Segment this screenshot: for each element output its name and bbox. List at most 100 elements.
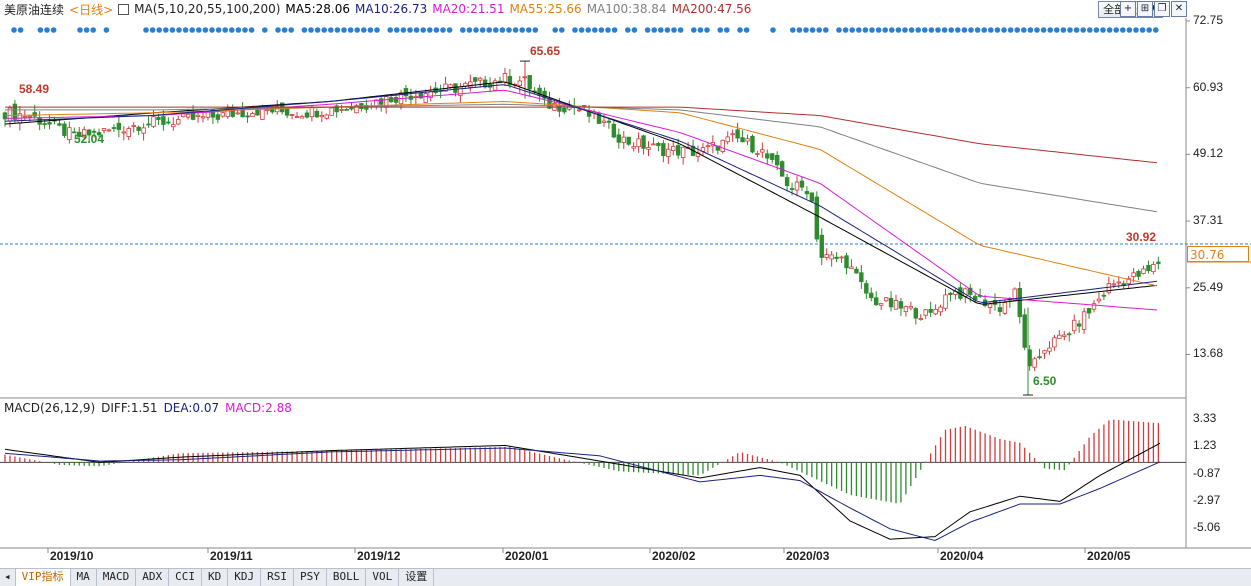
tab-10[interactable]: BOLL (327, 569, 367, 586)
tab-7[interactable]: KDJ (228, 569, 262, 586)
signal-dot (103, 27, 110, 33)
candle-body (403, 88, 409, 97)
candle-body (1076, 323, 1082, 327)
signal-dot (948, 27, 954, 33)
signal-dot (955, 27, 961, 33)
signal-dot (407, 27, 413, 33)
candle-body (666, 148, 671, 157)
candle-body (304, 112, 310, 118)
candle-body (1136, 270, 1141, 277)
current-price-tag: 30.76 (1187, 246, 1249, 262)
signal-dot (625, 27, 631, 33)
tab-3[interactable]: MACD (97, 569, 137, 586)
signal-dot (512, 27, 519, 33)
signal-dot (572, 27, 578, 33)
candle-body (220, 112, 225, 117)
candle-body (57, 123, 62, 126)
tab-1[interactable]: VIP指标 (15, 569, 71, 586)
signal-dot (400, 27, 407, 33)
candle-body (1057, 334, 1062, 339)
tab-6[interactable]: KD (202, 569, 229, 586)
signal-dot (1139, 27, 1146, 33)
candle-body (1111, 283, 1116, 286)
candle-body (705, 145, 711, 148)
candle-body (839, 256, 844, 259)
candle-body (215, 114, 221, 120)
tab-9[interactable]: PSY (294, 569, 327, 586)
candle-body (171, 124, 176, 128)
signal-dot (420, 27, 427, 33)
candle-body (829, 254, 834, 260)
date-label: 2020/03 (786, 549, 830, 563)
candle-body (1141, 268, 1146, 274)
candle-body (294, 116, 300, 118)
signal-dot (790, 27, 796, 33)
signal-dot (37, 27, 44, 33)
candle-body (517, 80, 522, 86)
signal-dot (182, 27, 189, 33)
candle-body (1067, 333, 1072, 336)
grid-icon[interactable]: ⊞ (1137, 1, 1153, 17)
signal-dot (1001, 27, 1007, 33)
candle-body (651, 143, 656, 146)
ma-legend-icon (118, 3, 130, 15)
candle-body (349, 107, 354, 110)
signal-dot (981, 27, 987, 33)
tab-4[interactable]: ADX (136, 569, 170, 586)
signal-dot (209, 27, 215, 33)
tab-8[interactable]: RSI (261, 569, 294, 586)
signal-dot (176, 27, 182, 33)
candle-body (661, 143, 666, 157)
candle-body (47, 122, 52, 125)
signal-dot (922, 27, 928, 33)
candle-body (804, 191, 810, 195)
candle-body (819, 234, 824, 258)
tab-2[interactable]: MA (71, 569, 97, 586)
candle-body (1091, 303, 1097, 310)
signal-dot (803, 27, 809, 33)
signal-dot (77, 27, 83, 33)
signal-dot (334, 27, 341, 33)
candle-body (938, 306, 943, 313)
candle-body (448, 84, 453, 88)
close-icon[interactable]: ✕ (1171, 1, 1187, 17)
plus-icon[interactable]: + (1120, 1, 1136, 17)
signal-dot (1080, 27, 1086, 33)
candle-body (968, 287, 973, 295)
candle-body (166, 121, 171, 124)
candle-body (334, 105, 339, 113)
candle-body (1151, 264, 1156, 273)
candle-body (770, 153, 775, 160)
period-label[interactable]: <日线> (69, 2, 114, 17)
macd-value: MACD:2.88 (225, 401, 292, 415)
candle-body (477, 77, 483, 81)
signal-dot (413, 27, 420, 33)
date-label: 2019/11 (210, 549, 253, 563)
signal-dot (552, 27, 558, 33)
signal-dot (149, 27, 156, 33)
tab-scroll-left-icon[interactable]: ◂ (0, 569, 16, 586)
candle-body (908, 306, 914, 309)
window-icon[interactable]: ❐ (1154, 1, 1170, 17)
signal-dot (974, 27, 981, 33)
candle-body (77, 131, 82, 137)
candle-body (611, 123, 617, 138)
signal-dot (598, 27, 605, 33)
candle-body (86, 129, 92, 136)
tab-12[interactable]: 设置 (399, 569, 435, 586)
macd-tick-label: 1.23 (1193, 438, 1217, 453)
signal-dot (427, 27, 433, 33)
date-label: 2020/04 (940, 549, 984, 563)
signal-dot (889, 27, 895, 33)
signal-dot (301, 27, 308, 33)
candle-body (888, 297, 894, 308)
tab-5[interactable]: CCI (169, 569, 202, 586)
tab-11[interactable]: VOL (366, 569, 400, 586)
candle-body (799, 180, 805, 188)
ma-line-ma10 (4, 84, 1158, 304)
macd-dea-line (4, 447, 1161, 542)
signal-dot (935, 27, 941, 33)
signal-dot (677, 27, 684, 33)
signal-dot (1087, 27, 1093, 33)
